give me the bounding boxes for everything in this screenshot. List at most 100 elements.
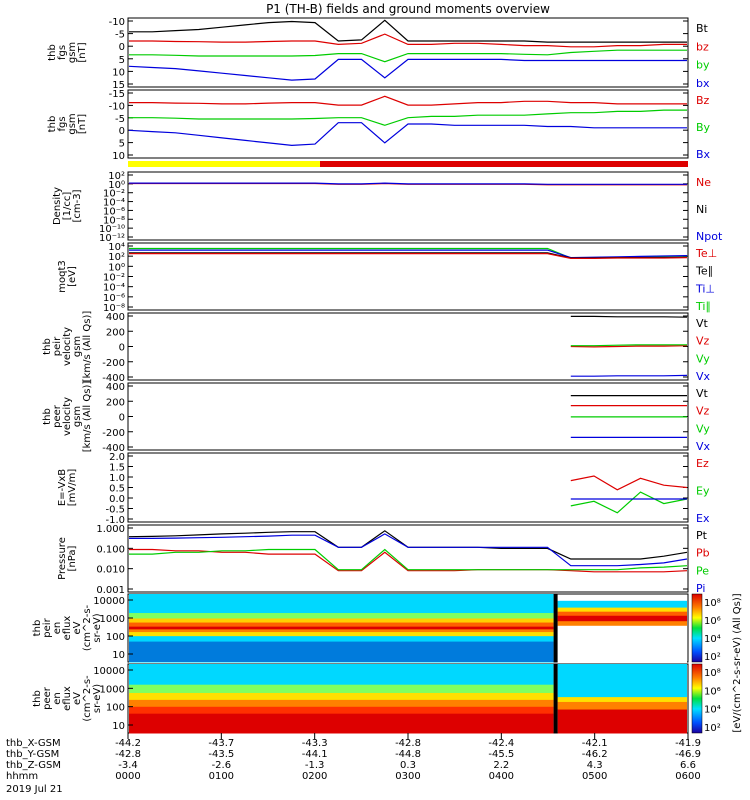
heatmap-band-peir-eflux-left-6 — [129, 632, 554, 637]
ylabel-peir-eflux-2: en — [52, 622, 63, 635]
ytick-label-density-0: 10² — [108, 171, 125, 182]
ytick-label-fgs-gsm-2-1: -10 — [109, 101, 125, 112]
chart-title: P1 (TH-B) fields and ground moments over… — [266, 2, 550, 16]
position-label-1: thb_Y-GSM — [6, 749, 59, 760]
ytick-label-temperature-2: 10⁰ — [108, 262, 125, 273]
position-label-0: thb_X-GSM — [6, 738, 61, 749]
ylabel-temperature-0: moqt3 — [57, 260, 68, 293]
zgsm-label-0: -3.4 — [118, 760, 138, 771]
ytick-label-temperature-5: 10⁻⁶ — [103, 293, 125, 304]
series-efield-Ez — [570, 475, 688, 491]
ygsm-label-5: -46.2 — [582, 749, 608, 760]
ylabel-fgs-gsm-2: gsm — [67, 42, 78, 63]
ylabel-peer-eflux-2: en — [52, 692, 63, 705]
series-temperature-Ti⊥ — [129, 249, 688, 259]
ytick-label-temperature-3: 10⁻² — [103, 273, 125, 284]
ylabel-peer-eflux-0: thb — [32, 690, 43, 707]
legend-peer-velocity-1: Vz — [696, 405, 710, 418]
legend-fgs-gsm-2-1: By — [696, 121, 711, 134]
ylabel-efield-1: [mV/m] — [67, 469, 78, 507]
colorbar-label-peer-eflux-2: 10⁴ — [704, 705, 721, 716]
ylabel-efield-0: E=-VxB — [57, 469, 68, 506]
xgsm-label-2: -43.3 — [302, 738, 328, 749]
ylabel-temperature-1: [eV] — [67, 266, 78, 287]
heatmap-band-peir-eflux-left-4 — [129, 626, 554, 630]
ytick-label-fgs-gsm-2-0: -15 — [109, 89, 125, 100]
ytick-label-efield-3: 0.5 — [109, 484, 125, 495]
hhmm-label-6: 0600 — [675, 771, 700, 782]
ytick-label-fgs-gsm-4: 10 — [112, 67, 125, 78]
series-fgs-gsm-2-By — [129, 109, 687, 126]
ytick-label-temperature-1: 10² — [108, 252, 125, 263]
series-pressure-Pt — [128, 530, 688, 560]
ylabel-peir-velocity-3: gsm — [72, 336, 83, 357]
zgsm-label-6: 6.6 — [680, 760, 696, 771]
series-density-Npot — [129, 182, 687, 185]
heatmap-band-peir-eflux-left-5 — [129, 629, 554, 633]
series-temperature-Te⊥ — [129, 253, 688, 259]
legend-pressure-3: Pi — [696, 582, 705, 595]
ytick-label-peir-eflux-2: 100 — [106, 632, 125, 643]
ylabel-fgs-gsm-0: thb — [47, 44, 58, 61]
series-peir-velocity-Vt — [570, 315, 688, 318]
ylabel-peir-velocity-4: [km/s (All Qs)] — [82, 311, 93, 383]
ylabel-density-2: [cm-3] — [72, 189, 83, 222]
legend-fgs-gsm-1: bz — [696, 40, 709, 53]
ytick-label-fgs-gsm-2-5: 10 — [112, 151, 125, 162]
heatmap-band-peir-eflux-left-1 — [129, 613, 554, 619]
colorbar-label-peir-eflux-3: 10² — [704, 652, 721, 663]
ytick-label-peir-eflux-0: 10000 — [93, 596, 125, 607]
ytick-label-temperature-0: 10⁴ — [108, 242, 125, 253]
series-fgs-gsm-by — [129, 49, 687, 63]
ytick-label-fgs-gsm-3: 5 — [119, 55, 125, 66]
ytick-label-pressure-1: 0.100 — [96, 544, 125, 555]
zgsm-label-1: -2.6 — [212, 760, 232, 771]
ytick-label-peer-velocity-4: -400 — [102, 443, 125, 454]
legend-peir-velocity-3: Vx — [696, 370, 711, 383]
colorbar-label-peir-eflux-0: 10⁸ — [704, 598, 721, 609]
xgsm-label-1: -43.7 — [208, 738, 234, 749]
legend-efield-2: Ex — [696, 512, 710, 525]
series-peir-velocity-Vx — [570, 374, 688, 377]
legend-peir-velocity-2: Vy — [696, 352, 710, 365]
ytick-label-fgs-gsm-1: -5 — [115, 30, 125, 41]
xgsm-label-4: -42.4 — [488, 738, 514, 749]
heatmap-band-peer-eflux-left-5 — [129, 713, 554, 734]
legend-density-2: Npot — [696, 230, 723, 243]
series-pressure-Pi — [129, 533, 688, 567]
date-label: 2019 Jul 21 — [6, 784, 63, 795]
ytick-label-efield-6: -1.0 — [105, 515, 125, 526]
ytick-label-peir-velocity-0: 400 — [106, 312, 125, 323]
zgsm-label-4: 2.2 — [493, 760, 509, 771]
legend-efield-0: Ez — [696, 457, 709, 470]
legend-temperature-2: Ti⊥ — [695, 282, 715, 295]
legend-pressure-2: Pe — [696, 564, 709, 577]
ytick-label-peer-eflux-0: 10000 — [93, 666, 125, 677]
heatmap-speckle-peir-eflux — [129, 641, 554, 662]
heatmap-band-peer-eflux-right-2 — [557, 701, 687, 711]
legend-density-1: Ni — [696, 203, 707, 216]
ytick-label-efield-1: 1.5 — [109, 463, 125, 474]
heatmap-band-peir-eflux-right-4 — [557, 621, 687, 626]
position-label-3: hhmm — [6, 771, 38, 782]
heatmap-gap-peir-eflux — [553, 594, 558, 662]
mode-bar-yellow — [128, 161, 320, 167]
ytick-label-peir-velocity-4: -400 — [102, 373, 125, 384]
hhmm-label-4: 0400 — [489, 771, 514, 782]
ytick-label-density-5: 10⁻⁸ — [103, 215, 125, 226]
heatmap-band-peir-eflux-left-0 — [129, 594, 554, 614]
panel-frame-fgs-gsm-2 — [127, 89, 689, 159]
ytick-label-pressure-3: 0.001 — [96, 585, 125, 596]
ylabel-density-0: Density — [52, 187, 63, 225]
ytick-label-peir-velocity-1: 200 — [106, 327, 125, 338]
heatmap-band-peer-eflux-left-1 — [129, 684, 554, 694]
ylabel-fgs-gsm-2-2: gsm — [67, 113, 78, 134]
legend-peir-velocity-1: Vz — [696, 335, 710, 348]
heatmap-gap-peer-eflux — [553, 664, 558, 733]
ytick-label-peir-eflux-3: 10 — [112, 650, 125, 661]
ylabel-peer-velocity-4: [km/s (All Qs)] — [82, 381, 93, 453]
ytick-label-efield-2: 1.0 — [109, 473, 125, 484]
zgsm-label-5: 4.3 — [587, 760, 603, 771]
ylabel-pressure-0: Pressure — [57, 537, 68, 580]
